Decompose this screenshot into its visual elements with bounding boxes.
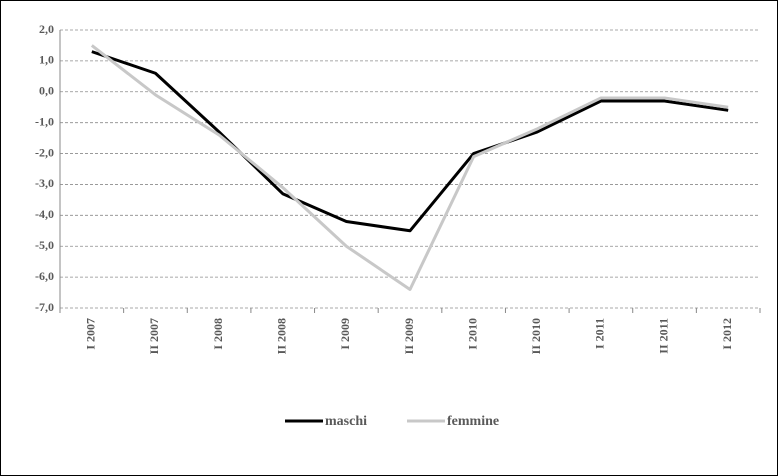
x-tick-label: II 2011	[656, 318, 670, 354]
x-tick-label: I 2010	[465, 318, 479, 350]
x-tick-label: I 2009	[338, 318, 352, 350]
y-tick-label: 1,0	[39, 53, 54, 67]
y-tick-label: -7,0	[35, 300, 54, 314]
y-tick-label: -1,0	[35, 114, 54, 128]
x-tick-label: I 2011	[593, 318, 607, 349]
y-tick-label: -3,0	[35, 176, 54, 190]
y-tick-label: -2,0	[35, 145, 54, 159]
y-tick-label: -4,0	[35, 207, 54, 221]
line-series	[90, 44, 729, 291]
x-tick-label: II 2007	[147, 318, 161, 354]
y-tick-label: 2,0	[39, 22, 54, 36]
x-tick-label: II 2010	[529, 318, 543, 354]
x-tick-label: I 2007	[84, 318, 98, 350]
x-tick-label: II 2008	[274, 318, 288, 354]
y-tick-label: -5,0	[35, 238, 54, 252]
y-tick-label: 0,0	[39, 84, 54, 98]
x-tick-label: I 2012	[720, 318, 734, 350]
legend-label: femmine	[447, 414, 499, 429]
x-tick-label: II 2009	[402, 318, 416, 354]
legend-label: maschi	[325, 414, 367, 429]
x-tick-label: I 2008	[211, 318, 225, 350]
line-series	[91, 50, 729, 233]
y-tick-label: -6,0	[35, 269, 54, 283]
